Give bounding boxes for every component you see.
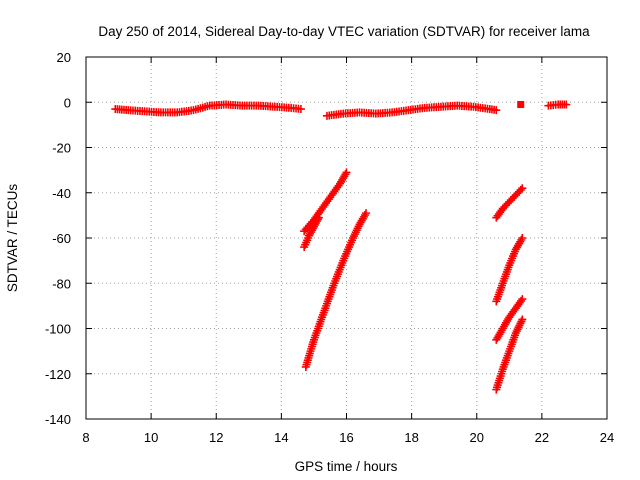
x-axis: 8 10 12 14 16 18 20 22 24 (82, 57, 614, 445)
data-series (300, 168, 351, 236)
data-point (516, 185, 525, 194)
data-series (492, 234, 527, 306)
data-point (342, 168, 351, 177)
data-point (518, 295, 527, 304)
x-tick-label: 14 (274, 430, 288, 445)
x-tick-label: 10 (144, 430, 158, 445)
x-tick-label: 22 (535, 430, 549, 445)
data-series (492, 295, 527, 344)
chart-title: Day 250 of 2014, Sidereal Day-to-day VTE… (98, 24, 590, 39)
x-tick-label: 20 (470, 430, 484, 445)
data-series (111, 100, 305, 117)
data-point (517, 296, 526, 305)
data-point (492, 106, 501, 115)
y-tick-label: -140 (45, 412, 71, 427)
grid-lines (86, 57, 607, 419)
data-series (301, 209, 371, 371)
data-point (517, 101, 525, 109)
x-tick-label: 8 (82, 430, 89, 445)
data-series (300, 213, 323, 252)
data-point (362, 209, 371, 218)
y-tick-label: -120 (45, 367, 71, 382)
x-tick-label: 12 (209, 430, 223, 445)
data-point (562, 100, 571, 109)
y-tick-label: -100 (45, 322, 71, 337)
data-point (518, 184, 527, 193)
data-point (314, 213, 323, 222)
y-tick-label: 20 (57, 50, 71, 65)
data-series (544, 100, 571, 110)
y-tick-label: -20 (52, 141, 71, 156)
data-point (296, 105, 305, 114)
y-tick-label: -60 (52, 231, 71, 246)
y-axis-label: SDTVAR / TECUs (5, 184, 20, 293)
y-axis: 20 0 -20 -40 -60 -80 -100 -120 -140 (45, 50, 607, 427)
data-series (322, 101, 501, 120)
data-point (518, 315, 527, 324)
x-tick-label: 18 (404, 430, 418, 445)
data-point (313, 215, 322, 224)
x-tick-label: 24 (600, 430, 614, 445)
y-tick-label: -40 (52, 186, 71, 201)
data-point (518, 234, 527, 242)
y-tick-label: -80 (52, 276, 71, 291)
x-axis-label: GPS time / hours (295, 459, 398, 474)
y-tick-label: 0 (64, 95, 71, 110)
data-series (492, 315, 527, 394)
x-tick-label: 16 (339, 430, 353, 445)
data-series (492, 184, 527, 222)
data-series (517, 101, 525, 109)
data-points (111, 100, 571, 394)
